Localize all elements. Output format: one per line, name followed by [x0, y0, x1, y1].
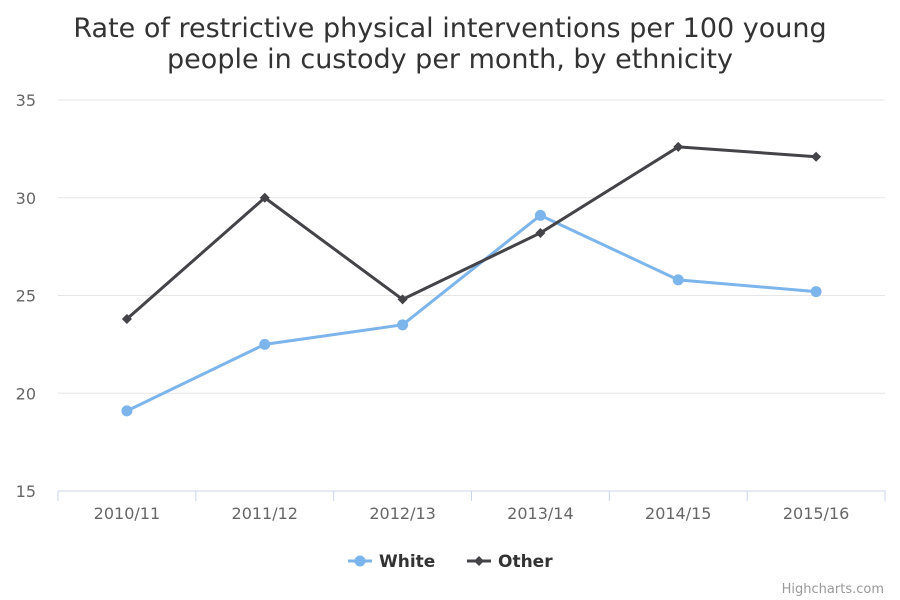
- data-point[interactable]: [534, 209, 546, 221]
- chart-title-line-2: people in custody per month, by ethnicit…: [167, 44, 733, 75]
- data-point[interactable]: [397, 294, 408, 305]
- data-point[interactable]: [672, 274, 684, 286]
- series-layer: [121, 141, 822, 417]
- data-point[interactable]: [259, 338, 271, 350]
- legend-item-white[interactable]: White: [348, 552, 435, 572]
- data-point[interactable]: [259, 192, 270, 203]
- data-point[interactable]: [811, 151, 822, 162]
- legend-circle-marker-icon: [354, 555, 366, 567]
- legend[interactable]: White Other: [348, 552, 553, 572]
- y-axis-tick-labels: 15 20 25 30 35: [16, 91, 36, 501]
- grid-lines: [58, 99, 885, 394]
- series-line: [125, 213, 818, 413]
- data-point[interactable]: [121, 313, 132, 324]
- y-tick-label: 35: [16, 91, 36, 110]
- x-tick-label: 2013/14: [507, 504, 573, 523]
- x-tick-label: 2014/15: [645, 504, 711, 523]
- x-tick-label: 2010/11: [94, 504, 160, 523]
- chart-title: Rate of restrictive physical interventio…: [73, 13, 826, 75]
- legend-diamond-marker-icon: [474, 556, 484, 566]
- x-axis: 2010/11 2011/12 2012/13 2013/14 2014/15 2015/…: [57, 490, 886, 523]
- y-tick-label: 15: [16, 482, 36, 501]
- credits-link[interactable]: Highcharts.com: [782, 582, 884, 597]
- data-point[interactable]: [810, 286, 822, 298]
- chart-title-line-1: Rate of restrictive physical interventio…: [73, 13, 826, 44]
- x-tick-label: 2012/13: [369, 504, 435, 523]
- data-point[interactable]: [535, 227, 546, 238]
- x-tick-label: 2015/16: [783, 504, 849, 523]
- series-white[interactable]: [121, 209, 822, 417]
- y-tick-label: 25: [16, 287, 36, 306]
- y-tick-label: 30: [16, 189, 36, 208]
- legend-item-other[interactable]: Other: [467, 552, 553, 572]
- data-point[interactable]: [673, 141, 684, 152]
- y-tick-label: 20: [16, 384, 36, 403]
- series-other[interactable]: [121, 141, 822, 324]
- data-point[interactable]: [397, 319, 409, 331]
- legend-label: Other: [498, 552, 553, 572]
- data-point[interactable]: [121, 405, 133, 417]
- x-tick-label: 2011/12: [232, 504, 298, 523]
- legend-label: White: [379, 552, 435, 572]
- series-line: [125, 145, 818, 321]
